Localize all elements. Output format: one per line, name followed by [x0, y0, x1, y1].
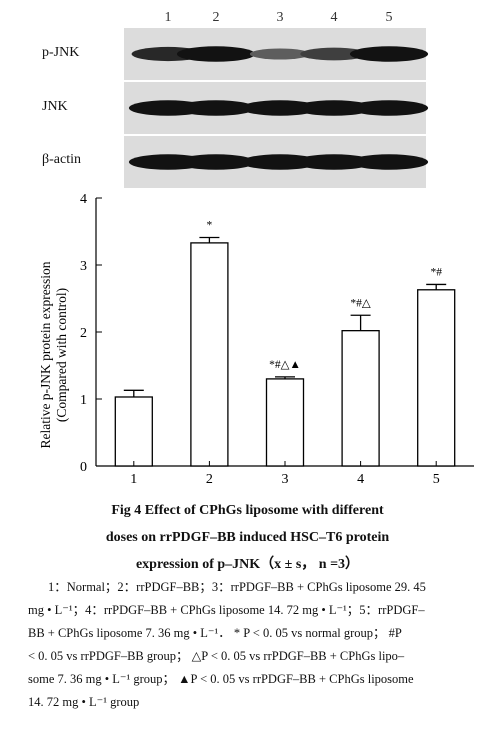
notes-line1: 1：Normal；2：rrPDGF–BB；3：rrPDGF–BB + CPhGs…	[48, 580, 426, 594]
significance-label: *	[207, 220, 213, 232]
significance-label: *#△▲	[269, 359, 301, 371]
caption-line3: expression of p–JNK（x ± s， n =3）	[135, 557, 360, 572]
blot-band	[349, 154, 429, 170]
bar-chart: Relative p-JNK protein expression (Compa…	[38, 192, 474, 485]
blot-band	[176, 46, 256, 62]
bar	[341, 330, 380, 467]
lane-label: 4	[331, 10, 338, 25]
significance-label: *#△	[350, 297, 371, 309]
notes-line2: mg • L⁻¹；4：rrPDGF–BB + CPhGs liposome 14…	[28, 603, 425, 617]
caption-line1: Fig 4 Effect of CPhGs liposome with diff…	[111, 503, 384, 518]
bar	[417, 289, 456, 467]
x-tick-label: 1	[130, 472, 137, 485]
y-tick-label: 2	[80, 326, 87, 341]
blot-band	[294, 154, 374, 170]
bar	[114, 396, 153, 467]
y-tick-label: 0	[80, 460, 87, 475]
blot-band	[176, 100, 256, 116]
y-axis-title: Relative p-JNK protein expression (Compa…	[38, 261, 69, 448]
caption-line2: doses on rrPDGF–BB induced HSC–T6 protei…	[105, 530, 390, 545]
western-blot-panel: 1 2 3 4 5 p-JNK JNK β-actin	[42, 10, 429, 188]
blot-band	[176, 154, 256, 170]
notes-line5: some 7. 36 mg • L⁻¹ group； ▲P < 0. 05 vs…	[28, 672, 414, 686]
y-tick-label: 1	[80, 393, 87, 408]
x-tick-label: 2	[206, 472, 213, 485]
notes-line6: 14. 72 mg • L⁻¹ group	[28, 695, 140, 709]
blot-band	[300, 47, 368, 61]
lane-label: 3	[277, 10, 284, 25]
blot-row-label: β-actin	[42, 152, 81, 167]
blot-band	[240, 154, 320, 170]
bar	[190, 242, 229, 467]
blot-row-label: JNK	[42, 99, 68, 114]
blot-strip-jnk	[124, 82, 429, 134]
y-tick-label: 3	[80, 259, 87, 274]
x-tick-label: 5	[433, 472, 440, 485]
y-axis-title-line2: (Compared with control)	[54, 288, 69, 422]
x-tick-label: 4	[357, 472, 364, 485]
notes-line3: BB + CPhGs liposome 7. 36 mg • L⁻¹． * P …	[28, 626, 402, 640]
blot-band	[240, 100, 320, 116]
blot-row-label: p-JNK	[42, 45, 79, 60]
blot-strip-pjnk	[124, 28, 429, 80]
notes-line4: < 0. 05 vs rrPDGF–BB group； △P < 0. 05 v…	[28, 649, 405, 663]
significance-label: *#	[430, 266, 442, 278]
lane-label: 1	[165, 10, 172, 25]
blot-band	[249, 48, 311, 60]
x-tick-label: 3	[282, 472, 289, 485]
lane-label: 5	[386, 10, 393, 25]
blot-strip-beta-actin	[124, 136, 429, 188]
lane-label: 2	[213, 10, 220, 25]
y-axis-title-line1: Relative p-JNK protein expression	[38, 261, 53, 448]
figure-notes: 1：Normal；2：rrPDGF–BB；3：rrPDGF–BB + CPhGs…	[28, 576, 476, 714]
blot-band	[349, 100, 429, 116]
figure-caption: Fig 4 Effect of CPhGs liposome with diff…	[0, 500, 495, 576]
y-tick-label: 4	[80, 192, 87, 207]
blot-band	[294, 100, 374, 116]
blot-band	[349, 46, 429, 62]
bar	[265, 378, 305, 467]
